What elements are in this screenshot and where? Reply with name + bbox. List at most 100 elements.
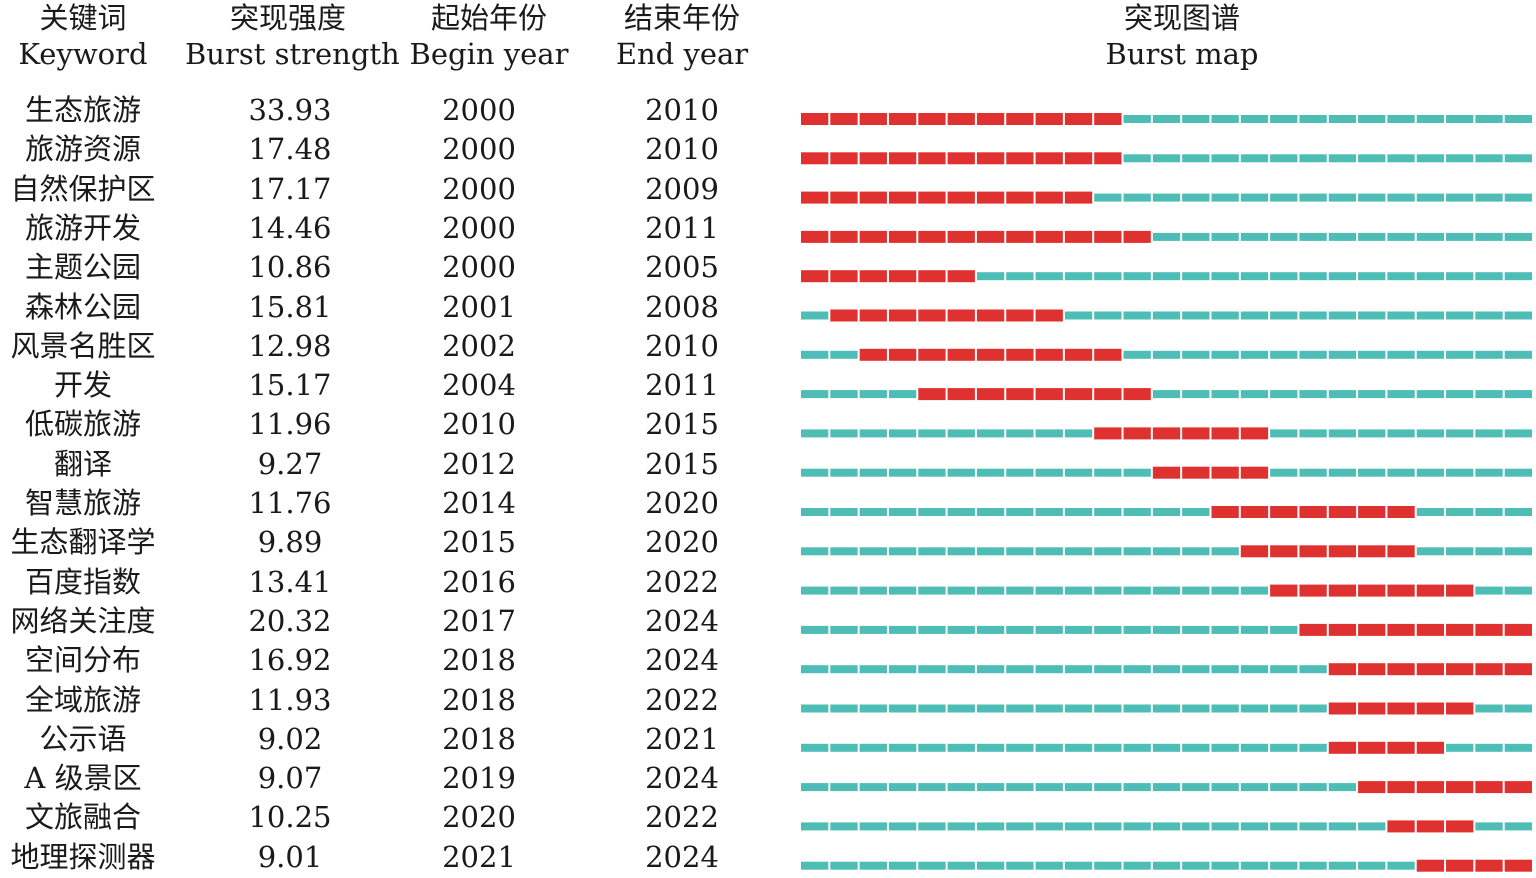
- base-segment: [1182, 193, 1210, 202]
- base-segment: [888, 390, 917, 399]
- base-segment: [1387, 468, 1415, 477]
- burst-segment: [1270, 506, 1298, 518]
- begin-cell: 2020: [442, 800, 516, 835]
- base-segment: [918, 586, 946, 595]
- base-segment: [1123, 350, 1151, 359]
- base-segment: [1416, 429, 1445, 438]
- base-segment: [830, 350, 858, 359]
- base-segment: [1035, 508, 1063, 516]
- base-segment: [976, 743, 1005, 752]
- keyword-cell: 主题公园: [24, 250, 141, 285]
- base-segment: [1270, 429, 1298, 438]
- base-segment: [1358, 468, 1386, 477]
- base-segment: [1094, 468, 1122, 477]
- burst-segment: [1475, 859, 1503, 872]
- base-segment: [1211, 783, 1239, 792]
- burst-segment: [1182, 466, 1210, 479]
- base-segment: [1270, 783, 1298, 792]
- burst-segment: [976, 348, 1005, 361]
- burst-segment: [1358, 741, 1386, 754]
- burst-segment: [1416, 859, 1445, 872]
- burst-bar-row: [801, 348, 1532, 361]
- keyword-cell: 百度指数: [24, 564, 141, 599]
- base-segment: [801, 429, 829, 438]
- base-segment: [947, 586, 975, 595]
- base-segment: [1240, 665, 1269, 674]
- base-segment: [1123, 272, 1151, 281]
- strength-cell: 10.25: [248, 800, 332, 835]
- burst-segment: [1035, 309, 1063, 322]
- burst-segment: [918, 230, 946, 243]
- base-segment: [1035, 272, 1063, 281]
- burst-segment: [888, 152, 917, 165]
- base-segment: [1182, 311, 1210, 320]
- base-segment: [888, 547, 917, 556]
- burst-segment: [1240, 427, 1269, 440]
- base-segment: [1416, 154, 1445, 163]
- burst-segment: [801, 230, 829, 243]
- base-segment: [1328, 272, 1357, 281]
- base-segment: [1299, 704, 1327, 713]
- base-segment: [1094, 822, 1122, 831]
- base-segment: [1152, 822, 1181, 831]
- base-segment: [918, 743, 946, 752]
- base-segment: [1358, 311, 1386, 320]
- base-segment: [918, 822, 946, 831]
- base-segment: [947, 429, 975, 438]
- keyword-cell: 自然保护区: [10, 171, 156, 206]
- burst-segment: [976, 152, 1005, 165]
- base-segment: [918, 625, 946, 634]
- base-segment: [859, 429, 887, 438]
- base-segment: [1006, 625, 1034, 634]
- base-segment: [1270, 350, 1298, 359]
- base-segment: [1446, 272, 1474, 281]
- end-cell: 2022: [645, 800, 719, 835]
- keyword-cell: 公示语: [39, 721, 127, 756]
- base-segment: [947, 547, 975, 556]
- base-segment: [1328, 390, 1357, 399]
- base-segment: [1328, 154, 1357, 163]
- base-segment: [1504, 390, 1532, 399]
- burst-segment: [1504, 663, 1532, 676]
- burst-bar-row: [801, 820, 1532, 833]
- base-segment: [1211, 861, 1239, 870]
- base-segment: [1064, 704, 1093, 713]
- base-segment: [1211, 822, 1239, 831]
- base-segment: [1299, 468, 1327, 477]
- burst-segment: [1475, 623, 1503, 636]
- base-segment: [1358, 154, 1386, 163]
- base-segment: [976, 783, 1005, 792]
- base-segment: [1064, 861, 1093, 870]
- burst-segment: [830, 191, 858, 204]
- base-segment: [947, 783, 975, 792]
- burst-bar-row: [801, 388, 1532, 401]
- keyword-cell: 风景名胜区: [10, 328, 156, 363]
- base-segment: [1358, 822, 1386, 831]
- burst-segment: [1358, 781, 1386, 794]
- base-segment: [1182, 547, 1210, 556]
- base-segment: [1064, 311, 1093, 320]
- burst-segment: [947, 309, 975, 322]
- burst-segment: [1035, 230, 1063, 243]
- base-segment: [1094, 665, 1122, 674]
- burst-segment: [947, 113, 975, 125]
- burst-segment: [918, 309, 946, 322]
- burst-segment: [1064, 152, 1093, 165]
- base-segment: [859, 625, 887, 634]
- base-segment: [859, 783, 887, 792]
- base-segment: [1270, 822, 1298, 831]
- base-segment: [888, 704, 917, 713]
- burst-segment: [1416, 702, 1445, 715]
- base-segment: [1358, 861, 1386, 870]
- burst-segment: [976, 191, 1005, 204]
- base-segment: [1240, 350, 1269, 359]
- burst-segment: [976, 309, 1005, 322]
- base-segment: [1211, 272, 1239, 281]
- base-segment: [1387, 390, 1415, 399]
- base-segment: [1475, 272, 1503, 281]
- base-segment: [1446, 508, 1474, 516]
- base-segment: [947, 861, 975, 870]
- base-segment: [1475, 311, 1503, 320]
- base-segment: [1182, 861, 1210, 870]
- base-segment: [1475, 429, 1503, 438]
